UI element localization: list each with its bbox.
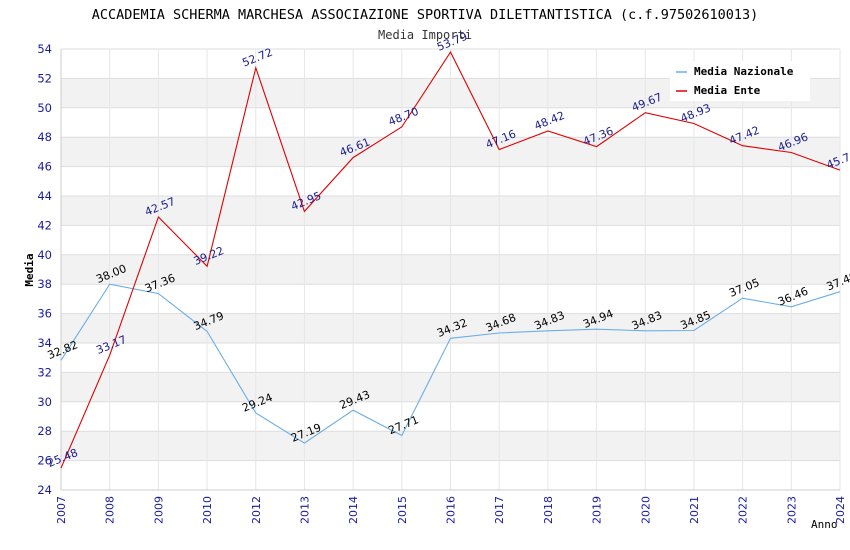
x-tick-label: 2020 bbox=[639, 496, 652, 524]
x-tick-label: 2022 bbox=[737, 496, 750, 524]
x-tick-labels: 2007 2008 2009 2010 2012 2013 2014 2015 2016 2017… bbox=[55, 496, 847, 524]
series-group bbox=[60, 50, 841, 469]
x-axis-title: Anno bbox=[811, 518, 838, 531]
x-tick-label: 2010 bbox=[201, 496, 214, 524]
y-tick-label: 24 bbox=[37, 483, 52, 497]
x-tick-label: 2012 bbox=[250, 496, 263, 524]
x-tick-label: 2024 bbox=[834, 496, 847, 524]
chart-subtitle: Media Importi bbox=[378, 28, 472, 42]
y-tick-label: 32 bbox=[37, 365, 52, 379]
chart-title: ACCADEMIA SCHERMA MARCHESA ASSOCIAZIONE … bbox=[92, 7, 758, 23]
legend-label-media-ente: Media Ente bbox=[694, 84, 761, 97]
y-tick-label: 38 bbox=[37, 277, 52, 291]
x-tick-label: 2023 bbox=[785, 496, 798, 524]
y-tick-label: 42 bbox=[37, 218, 52, 232]
legend-box bbox=[670, 61, 810, 101]
y-tick-label: 52 bbox=[37, 71, 52, 85]
x-tick-label: 2015 bbox=[396, 496, 409, 524]
y-tick-label: 46 bbox=[37, 160, 52, 174]
x-tick-label: 2013 bbox=[298, 496, 311, 524]
y-tick-label: 40 bbox=[37, 248, 52, 262]
y-tick-label: 54 bbox=[37, 42, 52, 56]
x-tick-label: 2019 bbox=[591, 496, 604, 524]
y-tick-label: 44 bbox=[37, 189, 52, 203]
y-tick-label: 30 bbox=[37, 395, 52, 409]
y-tick-label: 36 bbox=[37, 307, 52, 321]
legend-label-media-nazionale: Media Nazionale bbox=[694, 65, 794, 78]
x-tick-label: 2008 bbox=[104, 496, 117, 524]
legend: Media Nazionale Media Ente bbox=[670, 61, 810, 101]
data-label: 48.42 bbox=[533, 109, 567, 133]
x-tick-label: 2014 bbox=[347, 496, 360, 524]
y-tick-label: 26 bbox=[37, 454, 52, 468]
data-label: 36.46 bbox=[776, 285, 810, 309]
x-tick-label: 2016 bbox=[445, 496, 458, 524]
x-tick-label: 2018 bbox=[542, 496, 555, 524]
y-tick-label: 50 bbox=[37, 101, 52, 115]
series-line-media-ente bbox=[60, 50, 841, 469]
series-line-media-nazionale bbox=[60, 283, 841, 444]
x-tick-label: 2017 bbox=[493, 496, 506, 524]
x-tick-label: 2007 bbox=[55, 496, 68, 524]
x-tick-label: 2009 bbox=[152, 496, 165, 524]
y-tick-labels: 24 26 28 30 32 34 36 38 40 42 44 46 48 50 52 54 bbox=[37, 42, 52, 497]
y-tick-label: 34 bbox=[37, 336, 52, 350]
x-tick-label: 2021 bbox=[688, 496, 701, 524]
y-tick-label: 48 bbox=[37, 130, 52, 144]
y-tick-label: 28 bbox=[37, 424, 52, 438]
y-axis-title: Media bbox=[23, 253, 36, 286]
